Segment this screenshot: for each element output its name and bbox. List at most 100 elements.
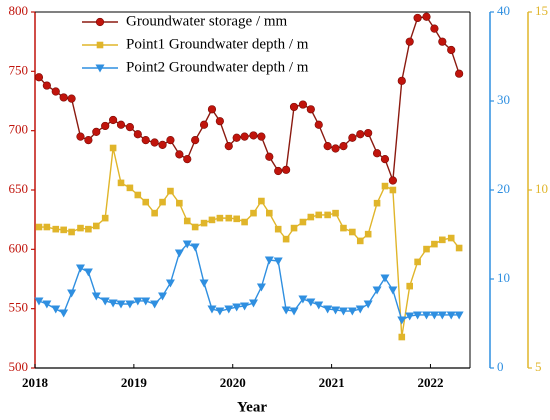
data-point xyxy=(290,224,298,232)
legend-marker xyxy=(95,64,105,73)
data-point xyxy=(116,120,126,129)
y3-tick-label: 10 xyxy=(535,181,548,196)
data-point xyxy=(282,235,290,243)
y2-tick-label: 30 xyxy=(497,92,510,107)
data-point xyxy=(51,305,61,314)
data-point xyxy=(151,209,158,217)
data-point xyxy=(84,136,93,145)
data-point xyxy=(176,199,183,207)
data-point xyxy=(208,216,216,224)
data-point xyxy=(356,237,364,245)
y2-tick-label: 10 xyxy=(497,270,510,285)
data-point xyxy=(108,299,118,308)
data-point xyxy=(101,121,110,131)
x-tick-label: 2020 xyxy=(220,375,246,390)
data-point xyxy=(199,279,209,288)
data-point xyxy=(423,245,430,253)
data-point xyxy=(364,128,373,138)
data-point xyxy=(429,311,439,320)
x-tick-label: 2019 xyxy=(121,375,148,390)
data-point xyxy=(266,209,273,217)
data-point xyxy=(142,198,150,206)
data-point xyxy=(265,152,274,161)
data-point xyxy=(248,299,258,308)
data-point xyxy=(141,136,150,145)
data-point xyxy=(332,209,339,217)
data-point xyxy=(167,187,174,195)
data-point xyxy=(331,144,340,153)
data-point xyxy=(373,199,381,207)
legend-label: Point1 Groundwater depth / m xyxy=(126,36,309,52)
data-point xyxy=(158,292,168,301)
data-point xyxy=(43,223,51,231)
data-point xyxy=(150,138,159,147)
data-point xyxy=(282,165,291,174)
data-point xyxy=(224,141,233,151)
data-point xyxy=(85,225,92,233)
y2-tick-label: 20 xyxy=(497,181,510,196)
data-point xyxy=(413,311,423,320)
data-point xyxy=(101,214,109,222)
data-point xyxy=(183,155,192,164)
data-point xyxy=(200,219,208,227)
data-point xyxy=(91,292,101,301)
data-point xyxy=(125,123,135,132)
data-point xyxy=(59,309,69,318)
data-point xyxy=(207,105,217,114)
data-point xyxy=(199,120,209,129)
data-point xyxy=(34,297,44,306)
data-point xyxy=(315,211,323,219)
data-point xyxy=(191,136,200,145)
data-point xyxy=(307,213,315,221)
x-tick-label: 2022 xyxy=(417,375,443,390)
data-point xyxy=(232,133,241,142)
data-point xyxy=(323,305,333,314)
data-point xyxy=(125,300,135,309)
y-tick-label: 650 xyxy=(9,181,29,196)
x-tick-label: 2018 xyxy=(22,375,49,390)
data-point xyxy=(314,120,323,129)
data-point xyxy=(216,214,224,222)
data-point xyxy=(422,311,431,320)
data-point xyxy=(364,230,372,238)
data-point xyxy=(256,283,266,292)
data-point xyxy=(67,94,76,103)
data-point xyxy=(340,224,347,232)
data-point xyxy=(117,179,125,187)
data-point xyxy=(116,300,126,309)
data-point xyxy=(257,132,266,141)
data-point xyxy=(207,305,217,314)
data-point xyxy=(215,117,224,126)
data-point xyxy=(454,311,464,320)
data-point xyxy=(134,191,142,199)
data-point xyxy=(158,140,167,150)
data-point xyxy=(455,69,464,78)
data-point xyxy=(314,301,324,310)
data-point xyxy=(182,240,192,249)
legend-marker xyxy=(95,17,105,27)
data-point xyxy=(77,224,84,232)
data-point xyxy=(430,24,439,33)
data-point xyxy=(406,282,413,290)
data-point xyxy=(356,130,365,139)
data-point xyxy=(437,311,447,320)
data-point xyxy=(274,225,282,233)
data-point xyxy=(438,37,447,46)
data-point xyxy=(141,297,151,306)
data-point xyxy=(323,141,332,151)
data-point xyxy=(92,127,101,136)
x-axis-label: Year xyxy=(237,399,267,415)
data-point xyxy=(258,197,265,205)
data-point xyxy=(446,311,456,320)
data-point xyxy=(281,306,291,315)
legend-label: Point2 Groundwater depth / m xyxy=(126,59,309,75)
y-tick-label: 750 xyxy=(9,62,29,77)
data-point xyxy=(133,130,142,139)
data-point xyxy=(190,243,200,252)
data-point xyxy=(109,144,117,152)
data-point xyxy=(165,279,175,288)
data-point xyxy=(388,176,397,185)
data-point xyxy=(224,305,234,314)
data-point xyxy=(306,298,316,307)
